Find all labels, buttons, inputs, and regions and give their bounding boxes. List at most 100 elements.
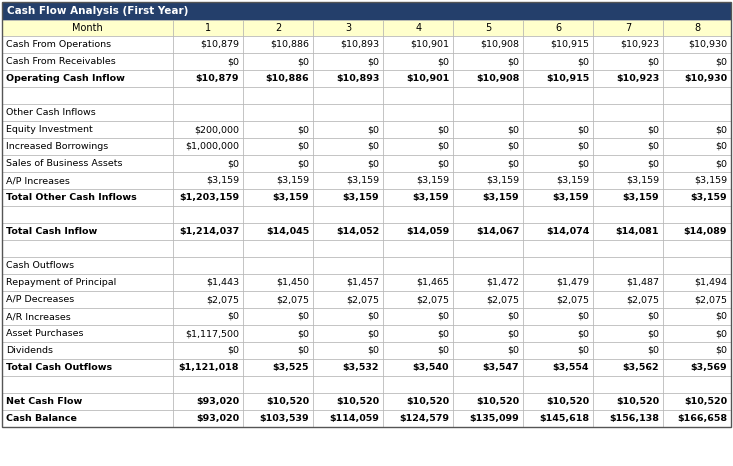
Bar	[2, 155, 173, 172]
Bar	[173, 257, 243, 274]
Text: $93,020: $93,020	[196, 414, 239, 423]
Text: $0: $0	[715, 125, 727, 134]
Text: $10,901: $10,901	[406, 74, 449, 83]
Bar	[593, 70, 663, 87]
Bar	[243, 240, 313, 257]
Text: $14,059: $14,059	[406, 227, 449, 236]
Bar	[383, 121, 453, 138]
Bar	[593, 121, 663, 138]
Bar	[173, 172, 243, 189]
Bar	[383, 393, 453, 410]
Text: $10,886: $10,886	[270, 40, 309, 49]
Text: $0: $0	[647, 57, 659, 66]
Bar	[453, 189, 523, 206]
Text: Operating Cash Inflow: Operating Cash Inflow	[6, 74, 125, 83]
Bar	[453, 70, 523, 87]
Text: $3,159: $3,159	[206, 176, 239, 185]
Bar	[523, 291, 593, 308]
Bar	[383, 172, 453, 189]
Bar	[243, 291, 313, 308]
Text: $0: $0	[298, 312, 309, 321]
Text: $10,879: $10,879	[200, 40, 239, 49]
Text: Total Cash Inflow: Total Cash Inflow	[6, 227, 97, 236]
Bar	[383, 70, 453, 87]
Text: $1,494: $1,494	[694, 278, 727, 287]
Text: $10,886: $10,886	[265, 74, 309, 83]
Text: $135,099: $135,099	[469, 414, 519, 423]
Bar	[453, 121, 523, 138]
Text: $10,915: $10,915	[546, 74, 589, 83]
Bar	[2, 410, 173, 427]
Text: $3,159: $3,159	[342, 193, 379, 202]
Bar	[663, 291, 731, 308]
Bar	[663, 393, 731, 410]
Bar	[453, 291, 523, 308]
Text: $1,443: $1,443	[206, 278, 239, 287]
Bar	[173, 359, 243, 376]
Text: 6: 6	[555, 23, 561, 33]
Text: $0: $0	[438, 346, 449, 355]
Bar	[663, 87, 731, 104]
Text: Asset Purchases: Asset Purchases	[6, 329, 84, 338]
Text: $145,618: $145,618	[539, 414, 589, 423]
Text: $0: $0	[577, 125, 589, 134]
Bar	[593, 104, 663, 121]
Bar	[243, 410, 313, 427]
Text: $14,067: $14,067	[476, 227, 519, 236]
Text: Other Cash Inflows: Other Cash Inflows	[6, 108, 96, 117]
Bar	[453, 308, 523, 325]
Bar	[593, 223, 663, 240]
Text: $0: $0	[715, 312, 727, 321]
Bar	[523, 172, 593, 189]
Bar	[523, 393, 593, 410]
Text: $0: $0	[298, 142, 309, 151]
Text: $10,930: $10,930	[684, 74, 727, 83]
Bar	[383, 53, 453, 70]
Bar	[593, 138, 663, 155]
Text: $0: $0	[438, 125, 449, 134]
Bar	[523, 223, 593, 240]
Text: A/R Increases: A/R Increases	[6, 312, 71, 321]
Text: $1,450: $1,450	[276, 278, 309, 287]
Bar	[453, 257, 523, 274]
Bar	[173, 138, 243, 155]
Text: $0: $0	[647, 159, 659, 168]
Text: $0: $0	[298, 346, 309, 355]
Text: $114,059: $114,059	[329, 414, 379, 423]
Bar	[243, 155, 313, 172]
Bar	[2, 325, 173, 342]
Bar	[313, 359, 383, 376]
Bar	[663, 342, 731, 359]
Text: $10,520: $10,520	[684, 397, 727, 406]
Text: 7: 7	[625, 23, 631, 33]
Bar	[383, 36, 453, 53]
Bar	[593, 376, 663, 393]
Bar	[243, 376, 313, 393]
Bar	[523, 20, 593, 36]
Text: $10,915: $10,915	[550, 40, 589, 49]
Bar	[663, 257, 731, 274]
Text: $1,487: $1,487	[626, 278, 659, 287]
Bar	[313, 138, 383, 155]
Bar	[313, 70, 383, 87]
Bar	[453, 206, 523, 223]
Bar	[173, 291, 243, 308]
Bar	[173, 155, 243, 172]
Bar	[243, 70, 313, 87]
Bar	[593, 410, 663, 427]
Text: $3,159: $3,159	[626, 176, 659, 185]
Bar	[243, 393, 313, 410]
Bar	[243, 308, 313, 325]
Bar	[523, 189, 593, 206]
Bar	[243, 325, 313, 342]
Text: $10,908: $10,908	[476, 74, 519, 83]
Text: $3,159: $3,159	[553, 193, 589, 202]
Bar	[173, 223, 243, 240]
Bar	[523, 308, 593, 325]
Bar	[383, 291, 453, 308]
Text: $2,075: $2,075	[694, 295, 727, 304]
Text: Cash From Operations: Cash From Operations	[6, 40, 111, 49]
Text: $0: $0	[507, 312, 519, 321]
Text: $0: $0	[367, 346, 379, 355]
Bar	[243, 121, 313, 138]
